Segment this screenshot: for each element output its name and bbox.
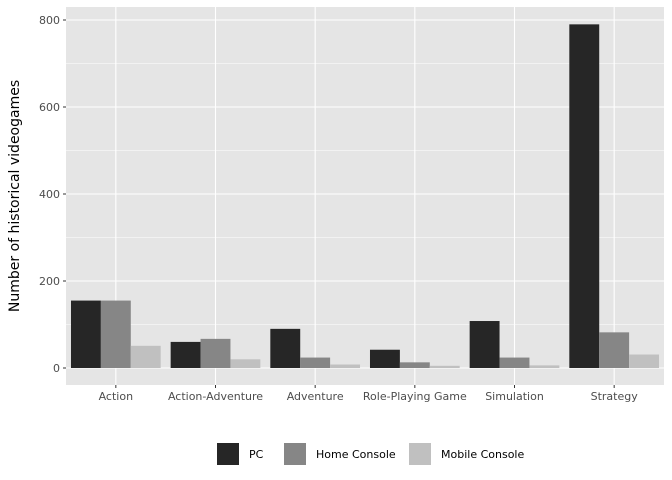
legend-label: PC (249, 448, 264, 461)
y-tick-label: 600 (39, 101, 60, 114)
bar (330, 364, 361, 368)
y-tick-label: 200 (39, 275, 60, 288)
bar (499, 357, 530, 368)
bar (200, 338, 231, 368)
y-axis-title: Number of historical videogames (7, 80, 23, 312)
y-tick-label: 0 (53, 362, 60, 375)
bar (599, 332, 630, 368)
bar (529, 365, 560, 368)
bar (399, 362, 430, 368)
y-axis-ticks: 0 200 400 600 800 (39, 14, 66, 375)
bar (569, 24, 600, 368)
legend-key (217, 443, 239, 465)
legend-label: Home Console (316, 448, 396, 461)
bar (300, 357, 331, 368)
bar (170, 341, 201, 368)
bar (230, 359, 261, 368)
x-tick-label: Adventure (287, 390, 344, 403)
plot-panel (66, 7, 664, 385)
legend: PC Home Console Mobile Console (217, 443, 524, 465)
legend-label: Mobile Console (441, 448, 524, 461)
bar (629, 354, 660, 368)
bar (270, 328, 301, 368)
y-tick-label: 800 (39, 14, 60, 27)
bar (469, 321, 500, 368)
x-tick-label: Action-Adventure (168, 390, 263, 403)
bar (369, 349, 400, 368)
bar (429, 365, 460, 368)
y-tick-label: 400 (39, 188, 60, 201)
bar (70, 300, 101, 368)
x-axis-ticks: Action Action-Adventure Adventure Role-Play… (99, 385, 639, 403)
x-tick-label: Strategy (591, 390, 639, 403)
x-tick-label: Role-Playing Game (363, 390, 467, 403)
legend-key (409, 443, 431, 465)
x-tick-label: Action (99, 390, 133, 403)
legend-key (284, 443, 306, 465)
bar (100, 300, 131, 368)
x-tick-label: Simulation (485, 390, 544, 403)
bars (70, 24, 660, 368)
bar (130, 345, 161, 368)
